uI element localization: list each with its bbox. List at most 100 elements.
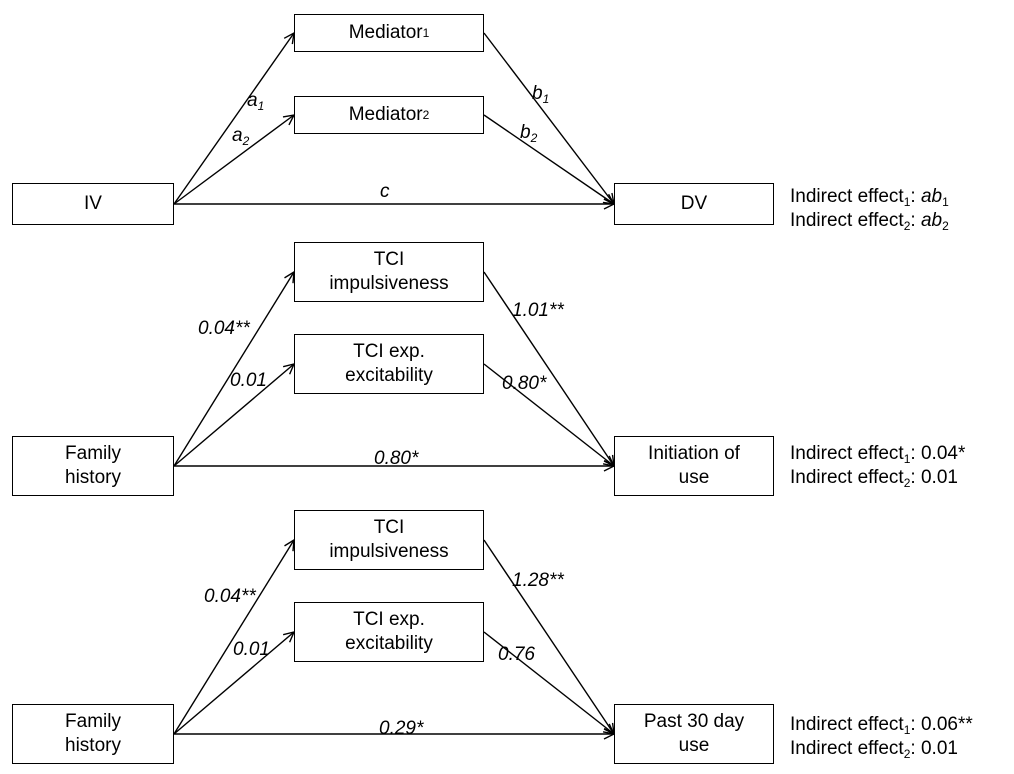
path-b2-coefficient: b2 bbox=[520, 122, 537, 149]
box-label: Family history bbox=[65, 443, 121, 488]
mediator-1-box: TCI impulsiveness bbox=[294, 510, 484, 570]
path-a1-arrow bbox=[173, 540, 294, 735]
coefficient-text: 0.04** bbox=[204, 586, 256, 607]
independent-variable-box: Family history bbox=[12, 436, 174, 496]
path-c-coefficient: c bbox=[380, 181, 390, 203]
path-a1-arrow bbox=[173, 33, 294, 205]
indirect-effect-value-subscript: 1 bbox=[942, 195, 949, 209]
coefficient-text: c bbox=[380, 181, 390, 202]
indirect-effect-2: Indirect effect2: 0.01 bbox=[790, 467, 958, 494]
coefficient-text: a bbox=[232, 125, 243, 146]
indirect-effect-separator: : bbox=[910, 467, 921, 488]
box-label: TCI exp. excitability bbox=[345, 609, 433, 654]
path-a2-coefficient: a2 bbox=[232, 125, 249, 152]
box-label: IV bbox=[84, 193, 102, 214]
coefficient-text: 0.80* bbox=[502, 373, 547, 394]
box-label: TCI exp. excitability bbox=[345, 341, 433, 386]
mediator-2-box: TCI exp. excitability bbox=[294, 334, 484, 394]
indirect-effect-separator: : bbox=[910, 443, 921, 464]
indirect-effect-value: 0.01 bbox=[920, 738, 958, 759]
independent-variable-box: IV bbox=[12, 183, 174, 225]
path-b2-arrow bbox=[483, 363, 614, 466]
path-b2-coefficient: 0.76 bbox=[498, 644, 535, 666]
indirect-effect-2: Indirect effect2: 0.01 bbox=[790, 738, 958, 765]
box-label: TCI impulsiveness bbox=[329, 517, 449, 562]
indirect-effect-subscript: 1 bbox=[903, 452, 911, 466]
path-a1-coefficient: 0.04** bbox=[204, 586, 256, 608]
path-b1-arrow bbox=[483, 539, 614, 734]
coefficient-text: a bbox=[247, 90, 258, 111]
box-label: DV bbox=[680, 193, 708, 214]
coefficient-subscript: 2 bbox=[242, 134, 250, 148]
box-label: Mediator bbox=[348, 22, 423, 43]
indirect-effect-label: Indirect effect bbox=[790, 443, 904, 464]
coefficient-text: 0.04** bbox=[198, 318, 250, 339]
indirect-effect-value: 0.01 bbox=[920, 467, 958, 488]
path-a1-coefficient: a1 bbox=[247, 90, 264, 117]
path-a2-arrow bbox=[173, 632, 294, 735]
path-b1-arrow bbox=[483, 32, 614, 204]
box-label: Past 30 day use bbox=[643, 711, 745, 756]
dependent-variable-box: DV bbox=[614, 183, 774, 225]
box-label: Mediator bbox=[348, 104, 423, 125]
path-a2-coefficient: 0.01 bbox=[230, 370, 267, 392]
coefficient-text: 0.01 bbox=[233, 639, 270, 660]
coefficient-text: b bbox=[520, 122, 531, 143]
coefficient-text: 0.01 bbox=[230, 370, 267, 391]
mediator-1-box: Mediator 1 bbox=[294, 14, 484, 52]
indirect-effect-value-subscript: 2 bbox=[942, 219, 949, 233]
coefficient-text: 0.29* bbox=[379, 718, 424, 739]
box-label-subscript: 2 bbox=[422, 108, 430, 122]
path-a1-arrow bbox=[173, 272, 294, 467]
indirect-effect-label: Indirect effect bbox=[790, 738, 904, 759]
path-a2-arrow bbox=[173, 364, 294, 467]
path-c-coefficient: 0.80* bbox=[374, 448, 418, 470]
coefficient-text: b bbox=[532, 83, 543, 104]
coefficient-subscript: 2 bbox=[530, 131, 538, 145]
indirect-effect-value: 0.04* bbox=[920, 443, 966, 464]
indirect-effect-value: ab bbox=[920, 210, 943, 231]
indirect-effect-1: Indirect effect1: ab1 bbox=[790, 186, 949, 213]
indirect-effect-label: Indirect effect bbox=[790, 467, 904, 488]
indirect-effect-separator: : bbox=[910, 186, 921, 207]
box-label: Initiation of use bbox=[648, 443, 740, 488]
path-b2-arrow bbox=[483, 114, 614, 204]
indirect-effect-value: 0.06** bbox=[920, 714, 973, 735]
mediator-1-box: TCI impulsiveness bbox=[294, 242, 484, 302]
indirect-effect-subscript: 1 bbox=[903, 195, 911, 209]
independent-variable-box: Family history bbox=[12, 704, 174, 764]
coefficient-subscript: 1 bbox=[542, 92, 550, 106]
path-a1-coefficient: 0.04** bbox=[198, 318, 250, 340]
indirect-effect-separator: : bbox=[910, 714, 921, 735]
path-c-coefficient: 0.29* bbox=[379, 718, 423, 740]
coefficient-text: 0.80* bbox=[374, 448, 419, 469]
indirect-effect-subscript: 1 bbox=[903, 723, 911, 737]
indirect-effect-1: Indirect effect1: 0.06** bbox=[790, 714, 973, 741]
mediator-2-box: Mediator 2 bbox=[294, 96, 484, 134]
box-label: Family history bbox=[65, 711, 121, 756]
path-b1-arrow bbox=[483, 271, 614, 466]
indirect-effect-label: Indirect effect bbox=[790, 210, 904, 231]
indirect-effect-1: Indirect effect1: 0.04* bbox=[790, 443, 965, 470]
coefficient-text: 1.01** bbox=[512, 300, 564, 321]
mediator-2-box: TCI exp. excitability bbox=[294, 602, 484, 662]
path-b1-coefficient: b1 bbox=[532, 83, 549, 110]
path-a2-coefficient: 0.01 bbox=[233, 639, 270, 661]
path-b2-arrow bbox=[483, 631, 614, 734]
indirect-effect-subscript: 2 bbox=[903, 476, 911, 490]
path-b2-coefficient: 0.80* bbox=[502, 373, 546, 395]
indirect-effect-separator: : bbox=[910, 210, 921, 231]
path-b1-coefficient: 1.01** bbox=[512, 300, 564, 322]
box-label: TCI impulsiveness bbox=[329, 249, 449, 294]
coefficient-text: 1.28** bbox=[512, 570, 564, 591]
coefficient-text: 0.76 bbox=[498, 644, 535, 665]
indirect-effect-label: Indirect effect bbox=[790, 714, 904, 735]
indirect-effect-2: Indirect effect2: ab2 bbox=[790, 210, 949, 237]
indirect-effect-subscript: 2 bbox=[903, 747, 911, 761]
path-a2-arrow bbox=[173, 115, 294, 205]
indirect-effect-value: ab bbox=[920, 186, 943, 207]
box-label-subscript: 1 bbox=[422, 26, 430, 40]
indirect-effect-subscript: 2 bbox=[903, 219, 911, 233]
dependent-variable-box: Initiation of use bbox=[614, 436, 774, 496]
